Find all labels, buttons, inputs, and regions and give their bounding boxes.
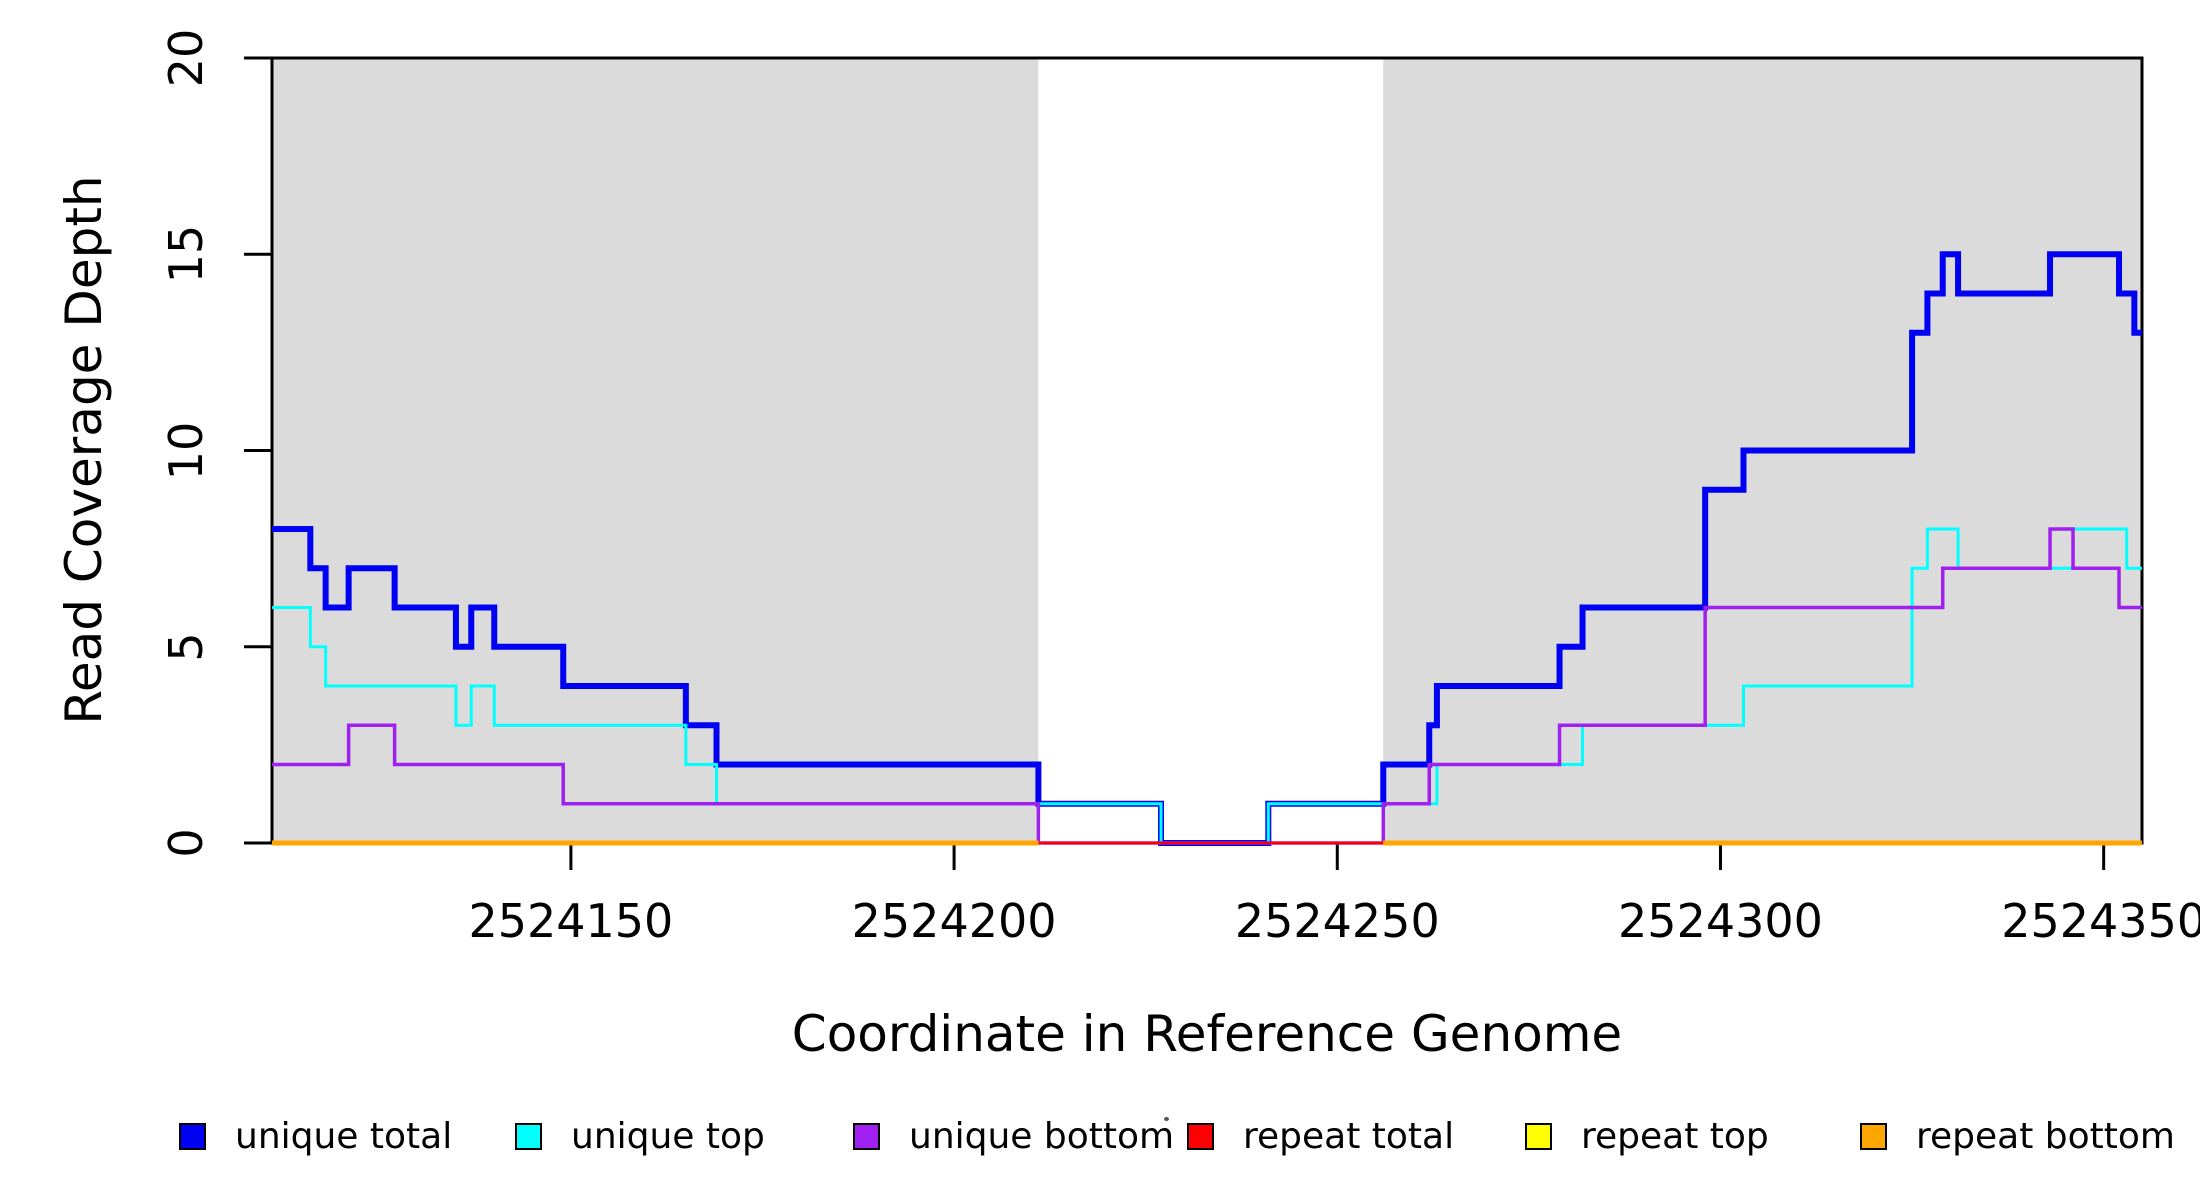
legend-swatch-icon [853, 1122, 880, 1150]
legend-label: unique bottom [909, 1115, 1175, 1157]
legend-label: unique total [235, 1115, 453, 1157]
legend-swatch-icon [1525, 1122, 1552, 1150]
stray-mark [1164, 1117, 1169, 1121]
y-axis-title: Read Coverage Depth [55, 175, 113, 725]
shaded-region [272, 58, 1039, 843]
series-line-unique-total [272, 251, 2142, 846]
x-tick-label: 2524200 [851, 894, 1057, 948]
x-tick-label: 2524300 [1618, 894, 1823, 948]
series-lines [272, 251, 2142, 846]
x-tick-label: 2524350 [2001, 894, 2200, 948]
legend-item-unique-top: unique top [515, 1116, 765, 1157]
legend-item-repeat-total: repeat total [1187, 1116, 1454, 1157]
legend-swatch-icon [179, 1122, 206, 1150]
x-tick-label: 2524250 [1234, 894, 1440, 948]
x-axis-title: Coordinate in Reference Genome [791, 1005, 1623, 1063]
y-tick-label: 20 [159, 28, 213, 88]
y-tick-label: 10 [159, 421, 213, 480]
series-line-unique-top [272, 527, 2142, 845]
legend-item-unique-bottom: unique bottom [853, 1116, 1174, 1157]
legend-swatch-icon [515, 1122, 542, 1150]
legend-label: unique top [571, 1115, 765, 1157]
legend-swatch-icon [1860, 1122, 1887, 1150]
legend-swatch-icon [1187, 1122, 1214, 1150]
legend-label: repeat bottom [1916, 1115, 2175, 1157]
series-line-unique-bottom [272, 527, 2142, 845]
y-tick-label: 5 [159, 632, 213, 662]
legend-label: repeat top [1581, 1115, 1769, 1157]
x-tick-label: 2524150 [468, 894, 674, 948]
legend-item-repeat-bottom: repeat bottom [1860, 1116, 2175, 1157]
axis-ticks [244, 56, 2106, 870]
legend-item-repeat-top: repeat top [1525, 1116, 1769, 1157]
legend-item-unique-total: unique total [179, 1116, 452, 1157]
y-tick-label: 15 [159, 224, 213, 284]
y-tick-label: 0 [159, 828, 213, 858]
legend-label: repeat total [1243, 1115, 1455, 1157]
